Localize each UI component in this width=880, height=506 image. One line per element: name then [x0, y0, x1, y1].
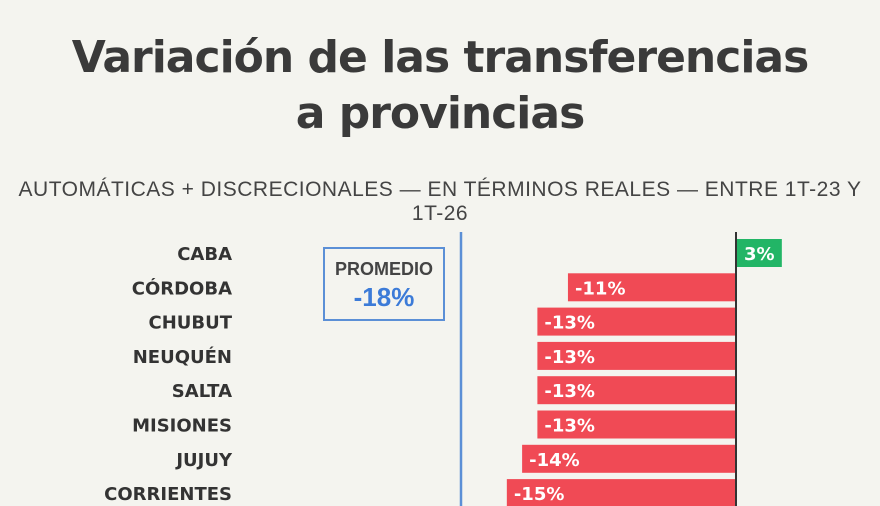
bar-2 — [537, 307, 736, 336]
average-box: PROMEDIO -18% — [323, 247, 445, 321]
chart-title: Variación de las transferencias a provin… — [0, 30, 880, 142]
bar-1 — [567, 273, 736, 302]
bar-value-label-6: -14% — [529, 450, 580, 471]
bar-4 — [537, 376, 736, 405]
category-label-1: CÓRDOBA — [132, 277, 232, 299]
category-label-3: NEUQUÉN — [133, 346, 232, 368]
category-label-0: CABA — [177, 244, 232, 265]
bar-value-label-3: -13% — [544, 347, 595, 368]
chart-subtitle: AUTOMÁTICAS + DISCRECIONALES — EN TÉRMIN… — [18, 178, 862, 225]
bar-value-label-1: -11% — [575, 278, 626, 299]
bar-5 — [537, 410, 736, 439]
bar-value-label-7: -15% — [514, 484, 565, 505]
bar-3 — [537, 341, 736, 370]
bar-value-label-0: 3% — [744, 244, 775, 265]
bar-0 — [736, 239, 782, 267]
category-label-6: JUJUY — [174, 450, 233, 471]
bar-value-label-4: -13% — [544, 381, 595, 402]
category-label-2: CHUBUT — [148, 313, 232, 334]
bar-value-label-5: -13% — [544, 416, 595, 437]
average-value: -18% — [353, 282, 415, 312]
category-label-7: CORRIENTES — [104, 484, 232, 505]
chart-title-line-2: a provincias — [295, 88, 586, 139]
chart-title-line-1: Variación de las transferencias — [71, 32, 810, 83]
category-label-4: SALTA — [172, 381, 232, 402]
bar-7 — [506, 479, 736, 506]
bar-value-label-2: -13% — [544, 313, 595, 334]
category-label-5: MISIONES — [132, 416, 232, 437]
bar-6 — [522, 444, 736, 473]
average-label: PROMEDIO — [334, 259, 433, 279]
